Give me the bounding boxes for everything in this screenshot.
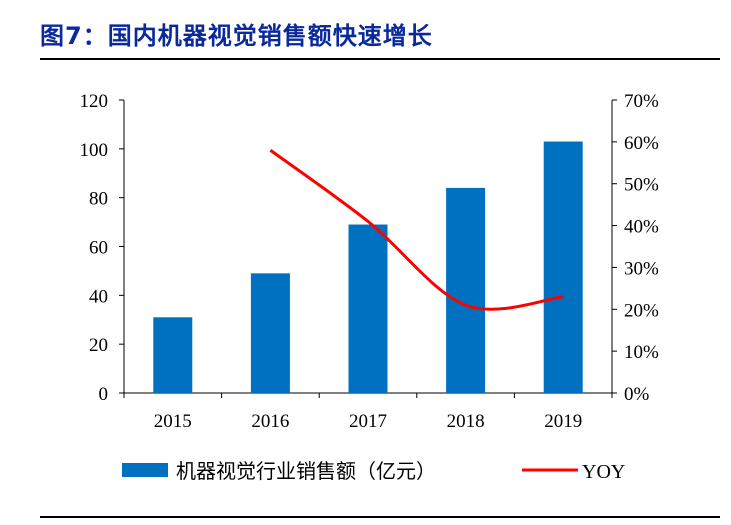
top-rule bbox=[40, 58, 720, 60]
bar-2017 bbox=[348, 224, 388, 393]
legend-bar-swatch bbox=[122, 463, 168, 477]
bottom-rule bbox=[40, 516, 720, 518]
x-tick-label: 2017 bbox=[349, 411, 387, 432]
chart-title: 图7：国内机器视觉销售额快速增长 bbox=[40, 22, 433, 50]
y-right-tick-label: 30% bbox=[624, 258, 659, 279]
y-left-tick-label: 40 bbox=[89, 286, 108, 307]
bars-layer bbox=[153, 141, 583, 393]
y-left-tick-label: 0 bbox=[99, 384, 109, 405]
legend-line-label: YOY bbox=[582, 461, 625, 483]
bar-2016 bbox=[250, 273, 290, 393]
x-tick-label: 2019 bbox=[544, 411, 582, 432]
line-layer bbox=[269, 149, 564, 311]
y-right-tick-label: 0% bbox=[624, 384, 650, 405]
y-left-tick-label: 60 bbox=[89, 238, 108, 259]
y-left-tick-label: 80 bbox=[89, 189, 108, 210]
bar-2019 bbox=[543, 141, 583, 393]
x-tick-label: 2015 bbox=[154, 411, 192, 432]
x-tick-label: 2018 bbox=[447, 411, 485, 432]
y-right-tick-label: 70% bbox=[624, 91, 659, 112]
bar-2015 bbox=[153, 317, 193, 393]
y-left-tick-label: 120 bbox=[80, 91, 109, 112]
y-right-tick-label: 10% bbox=[624, 342, 659, 363]
legend-bar-label: 机器视觉行业销售额（亿元） bbox=[176, 459, 436, 483]
y-right-tick-label: 20% bbox=[624, 300, 659, 321]
y-right-tick-label: 60% bbox=[624, 133, 659, 154]
y-right-tick-label: 40% bbox=[624, 217, 659, 238]
legend: 机器视觉行业销售额（亿元） YOY bbox=[122, 459, 625, 483]
x-tick-label: 2016 bbox=[251, 411, 289, 432]
labels-layer: 0 20 40 60 80 100 120 0% 10% 20% 30% 40% 50% 60% 70% 20… bbox=[80, 91, 660, 432]
yoy-line bbox=[269, 149, 564, 311]
y-left-tick-label: 100 bbox=[80, 140, 109, 161]
bar-2018 bbox=[446, 187, 486, 393]
y-right-tick-label: 50% bbox=[624, 175, 659, 196]
y-left-tick-label: 20 bbox=[89, 335, 108, 356]
